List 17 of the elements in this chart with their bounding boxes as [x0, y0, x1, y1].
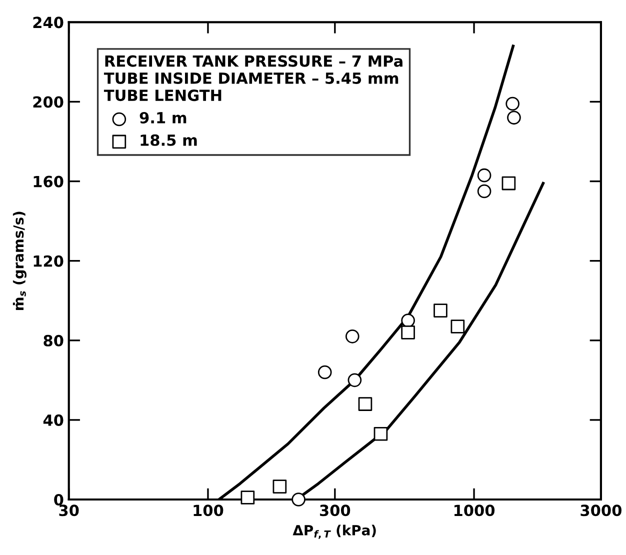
- y-tick-label: 80: [44, 334, 64, 346]
- x-axis-title: ΔP$_{f,T}$ (kPa): [292, 524, 376, 539]
- y-tick-label: 40: [43, 414, 64, 426]
- y-tick-label: 200: [33, 96, 64, 108]
- y-axis-title: ṁ$_{s}$ (grams/s): [12, 212, 26, 310]
- y-tick-label: 240: [33, 16, 64, 28]
- y-tick-label: 160: [34, 176, 64, 188]
- x-tick-label: 100: [194, 504, 224, 516]
- y-tick-label: 120: [34, 255, 64, 267]
- legend-title: RECEIVER TANK PRESSURE – 7 MPa TUBE INSIDE DIAMETER – 5.45 mm TUBE LENGTH: [104, 55, 402, 102]
- y-tick-label: 0: [54, 494, 64, 506]
- x-tick-label: 3000: [580, 504, 622, 516]
- x-tick-label: 1000: [454, 504, 495, 516]
- x-tick-label: 300: [320, 504, 350, 516]
- legend-label: 18.5 m: [140, 134, 197, 146]
- legend-label: 9.1 m: [140, 112, 186, 124]
- x-tick-label: 30: [59, 504, 79, 516]
